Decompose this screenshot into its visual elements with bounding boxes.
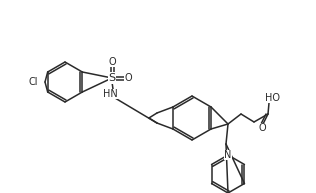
Text: O: O — [124, 73, 132, 83]
Text: O: O — [258, 123, 266, 133]
Text: HO: HO — [264, 93, 279, 103]
Text: O: O — [108, 57, 116, 67]
Text: S: S — [108, 73, 116, 83]
Text: Cl: Cl — [28, 77, 38, 87]
Text: HN: HN — [103, 89, 117, 99]
Text: N: N — [224, 150, 232, 160]
